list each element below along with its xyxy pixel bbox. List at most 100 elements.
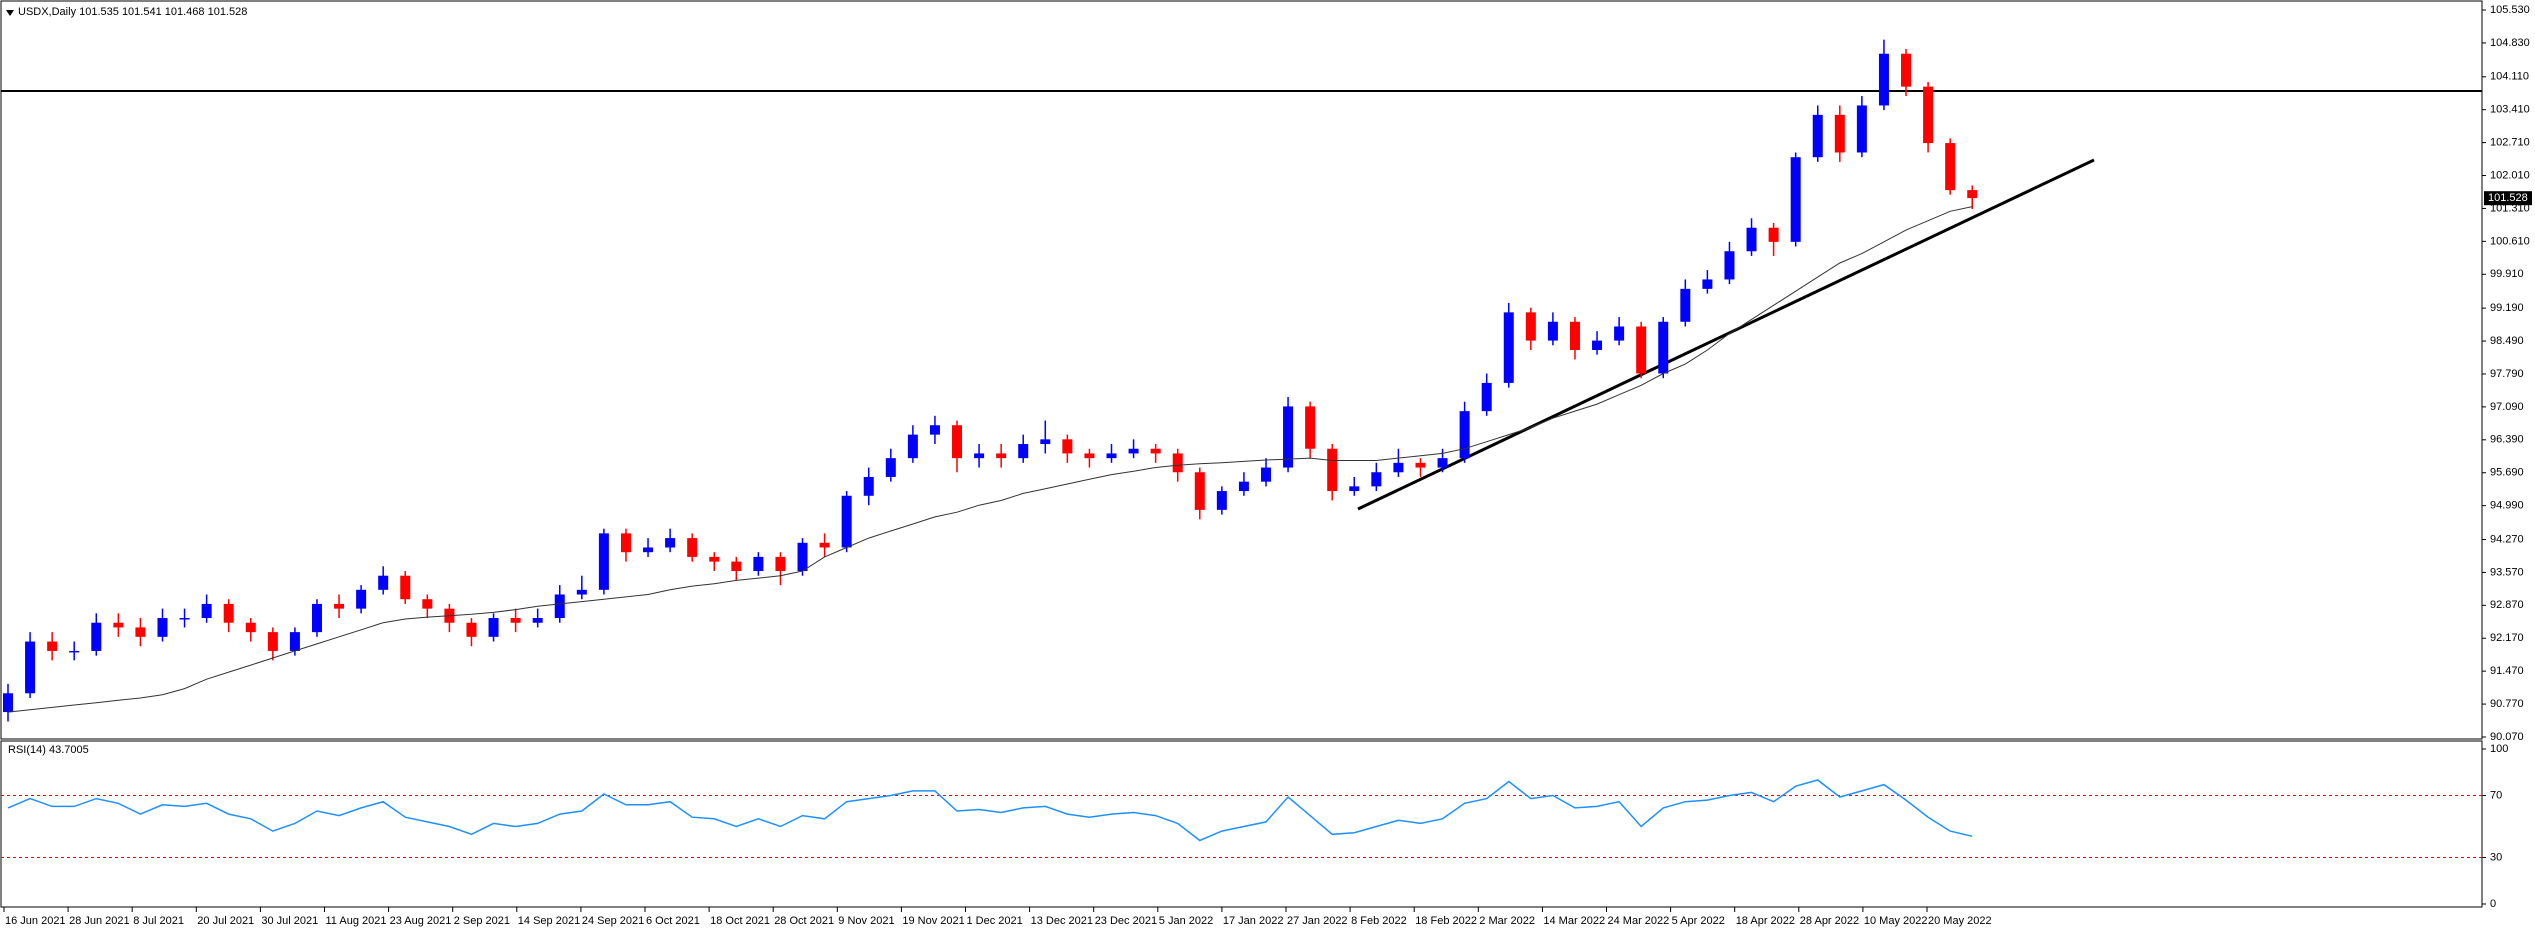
x-tick-label: 14 Sep 2021 xyxy=(518,915,580,927)
candle-body xyxy=(929,425,940,435)
candle-body xyxy=(819,542,830,548)
x-tick-label: 5 Jan 2022 xyxy=(1159,915,1213,927)
candle-body xyxy=(1901,53,1912,87)
x-tick-label: 2 Mar 2022 xyxy=(1479,915,1535,927)
y-tick-label: 102.010 xyxy=(2490,169,2530,181)
x-tick-label: 28 Oct 2021 xyxy=(774,915,834,927)
rsi-line xyxy=(7,779,1973,842)
x-tick-label: 14 Mar 2022 xyxy=(1543,915,1605,927)
y-tick-label: 99.910 xyxy=(2490,268,2524,280)
candle-body xyxy=(1305,406,1316,449)
candle-body xyxy=(532,618,543,623)
x-tick-label: 24 Mar 2022 xyxy=(1608,915,1670,927)
x-tick-label: 5 Apr 2022 xyxy=(1672,915,1725,927)
candle-body xyxy=(422,599,433,609)
candle-body xyxy=(598,533,609,590)
candle-body xyxy=(223,603,234,623)
candle-body xyxy=(775,556,786,572)
y-tick-label: 104.830 xyxy=(2490,37,2530,49)
rsi-tick-label: 30 xyxy=(2490,851,2502,863)
candle-body xyxy=(69,650,80,653)
candle-body xyxy=(466,622,477,637)
y-tick-label: 95.690 xyxy=(2490,467,2524,479)
candle-body xyxy=(841,495,852,548)
candle-body xyxy=(356,589,367,609)
candle-body xyxy=(1746,227,1757,252)
candle-body xyxy=(1040,439,1051,445)
candle-body xyxy=(113,622,124,628)
candle-body xyxy=(400,575,411,600)
candle-body xyxy=(1812,114,1823,158)
candle-body xyxy=(201,603,212,619)
candle-body xyxy=(1194,472,1205,510)
candle-body xyxy=(687,538,698,557)
candle-body xyxy=(1260,467,1271,482)
x-tick-label: 18 Apr 2022 xyxy=(1736,915,1795,927)
candle-body xyxy=(1768,227,1779,242)
candle-body xyxy=(907,434,918,459)
candle-body xyxy=(1967,190,1978,199)
candle-body xyxy=(3,693,13,713)
x-tick-label: 1 Dec 2021 xyxy=(967,915,1023,927)
x-tick-label: 30 Jul 2021 xyxy=(261,915,318,927)
candle-body xyxy=(1636,326,1647,374)
candle-body xyxy=(135,627,146,637)
rsi-tick-label: 0 xyxy=(2490,898,2496,910)
y-tick-label: 90.770 xyxy=(2490,698,2524,710)
rsi-tick-label: 70 xyxy=(2490,789,2502,801)
candle-body xyxy=(1481,382,1492,412)
candle-body xyxy=(1371,472,1382,487)
x-tick-label: 28 Jun 2021 xyxy=(69,915,130,927)
candle-body xyxy=(1327,448,1338,492)
x-tick-label: 20 May 2022 xyxy=(1928,915,1992,927)
x-tick-label: 27 Jan 2022 xyxy=(1287,915,1348,927)
rsi-frame xyxy=(0,740,2483,908)
y-tick-label: 92.170 xyxy=(2490,632,2524,644)
candle-body xyxy=(974,453,985,459)
candle-body xyxy=(731,561,742,572)
candle-body xyxy=(1283,406,1294,468)
candle-body xyxy=(25,641,36,694)
candle-body xyxy=(1658,321,1669,374)
candle-body xyxy=(1569,321,1580,350)
candle-body xyxy=(378,575,389,590)
candle-body xyxy=(643,547,654,553)
candle-body xyxy=(510,618,521,623)
y-tick-label: 96.390 xyxy=(2490,434,2524,446)
x-tick-label: 18 Oct 2021 xyxy=(710,915,770,927)
y-tick-label: 103.410 xyxy=(2490,104,2530,116)
candle-body xyxy=(1415,462,1426,468)
candle-body xyxy=(1150,448,1161,454)
candle-body xyxy=(1724,251,1735,280)
candle-body xyxy=(1525,312,1536,341)
x-tick-label: 9 Nov 2021 xyxy=(838,915,894,927)
candle-body xyxy=(797,542,808,572)
x-tick-label: 24 Sep 2021 xyxy=(582,915,644,927)
candle-body xyxy=(1503,312,1514,383)
candle-body xyxy=(1128,448,1139,454)
x-tick-label: 8 Jul 2021 xyxy=(133,915,184,927)
candle-body xyxy=(620,533,631,553)
x-tick-label: 17 Jan 2022 xyxy=(1223,915,1284,927)
x-tick-label: 20 Jul 2021 xyxy=(197,915,254,927)
trend-line xyxy=(1357,158,2095,511)
x-tick-label: 2 Sep 2021 xyxy=(454,915,510,927)
candle-body xyxy=(1084,453,1095,459)
candle-body xyxy=(1018,444,1029,459)
candle-body xyxy=(554,594,565,619)
last-price-box xyxy=(2484,191,2532,206)
candle-body xyxy=(245,622,256,633)
x-tick-label: 8 Feb 2022 xyxy=(1351,915,1407,927)
x-tick-label: 23 Dec 2021 xyxy=(1095,915,1157,927)
candle-body xyxy=(1172,453,1183,473)
y-tick-label: 98.490 xyxy=(2490,335,2524,347)
candle-body xyxy=(863,476,874,496)
candle-body xyxy=(1547,321,1558,341)
candle-body xyxy=(885,458,896,477)
x-tick-label: 28 Apr 2022 xyxy=(1800,915,1859,927)
x-tick-label: 16 Jun 2021 xyxy=(5,915,66,927)
y-tick-label: 99.190 xyxy=(2490,302,2524,314)
candle-body xyxy=(334,603,345,609)
x-tick-label: 6 Oct 2021 xyxy=(646,915,700,927)
